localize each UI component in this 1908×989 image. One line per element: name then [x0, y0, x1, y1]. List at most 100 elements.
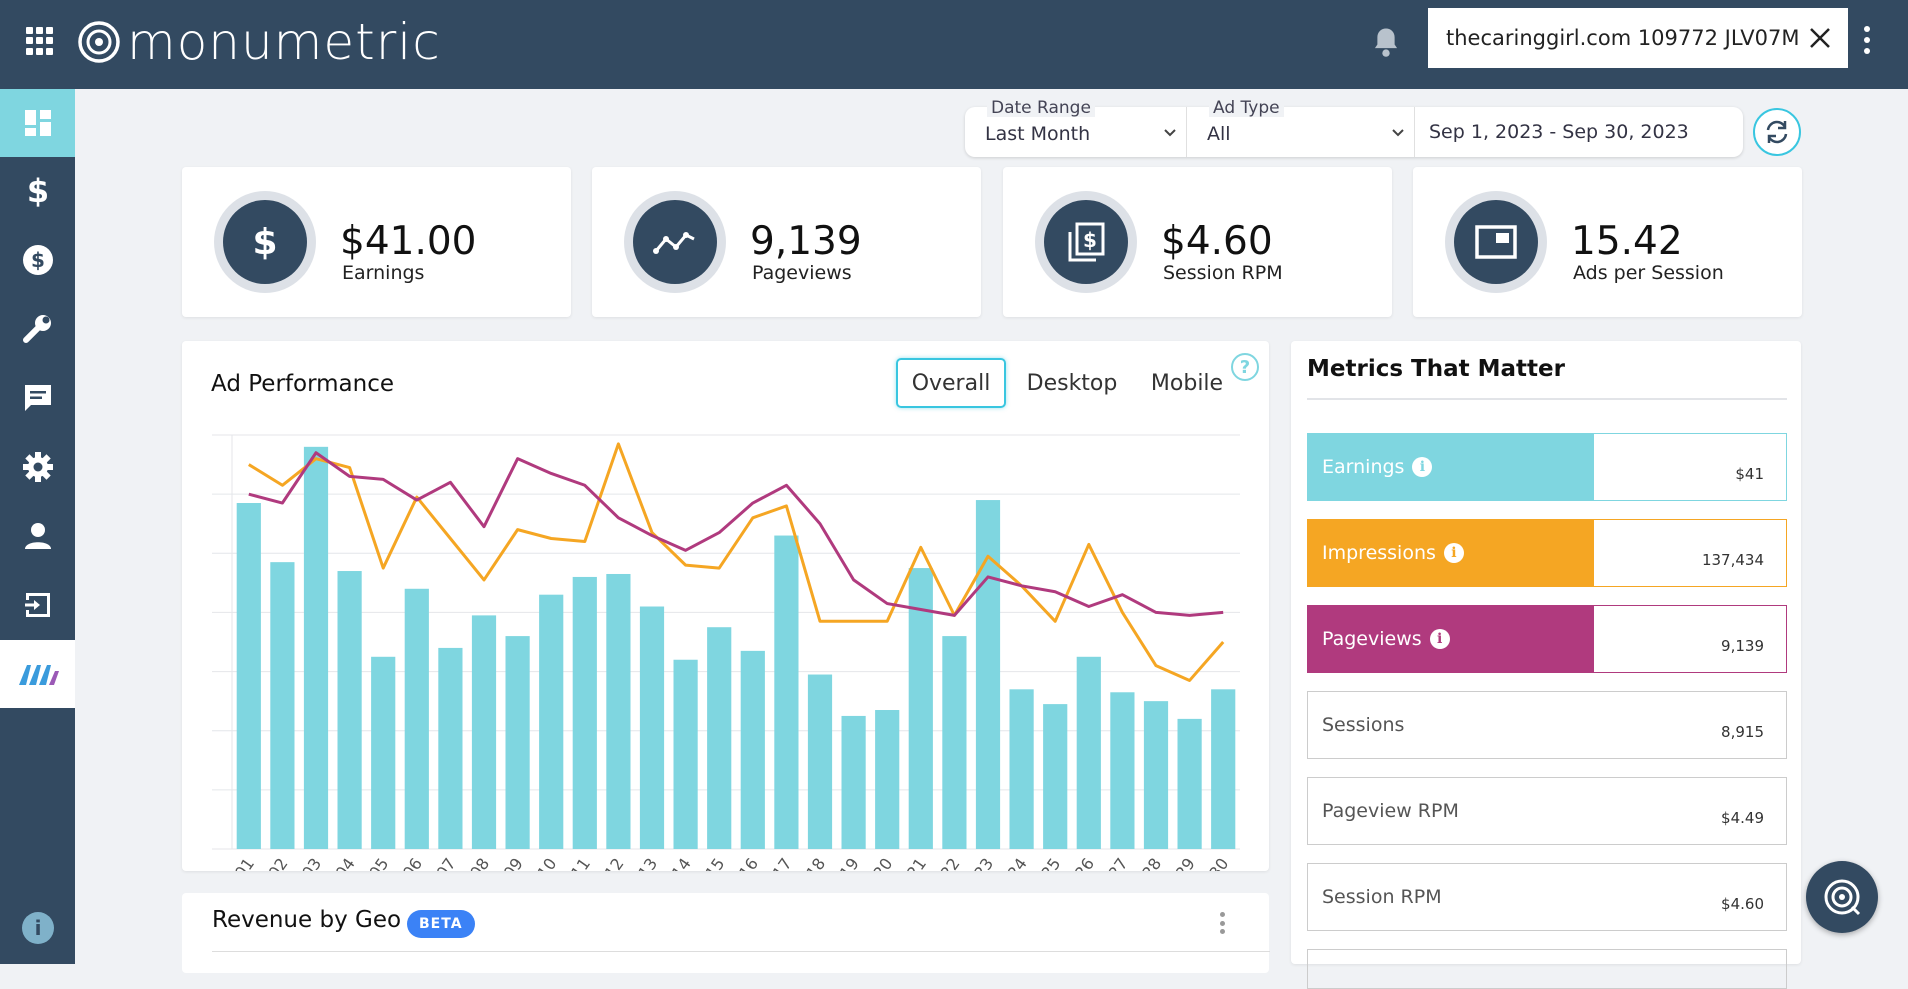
kpi-value: 15.42	[1571, 219, 1683, 264]
sidebar-item-earnings[interactable]: $	[0, 157, 75, 225]
metric-label: Impressions	[1322, 542, 1436, 564]
kpi-label: Session RPM	[1163, 262, 1283, 284]
more-menu-icon[interactable]	[1216, 909, 1228, 937]
monumetric-mark-icon	[18, 665, 59, 685]
chart-bar	[1211, 689, 1236, 849]
chart-bar	[1009, 689, 1034, 849]
metric-row-session-rpm[interactable]: Session RPM $4.60	[1307, 863, 1787, 931]
date-range-select[interactable]: Date Range Last Month	[965, 99, 1187, 157]
metric-row-sessions[interactable]: Sessions 8,915	[1307, 691, 1787, 759]
site-selector-text: thecaringgirl.com 109772 JLV07M	[1446, 26, 1800, 50]
metric-value: $4.49	[1721, 809, 1764, 827]
close-icon[interactable]	[1800, 18, 1840, 58]
ad-performance-title: Ad Performance	[211, 371, 394, 397]
metric-row-next[interactable]	[1307, 949, 1787, 989]
revenue-by-geo-card: Revenue by Geo BETA	[182, 893, 1270, 973]
date-range-value: Last Month	[985, 123, 1091, 145]
brand-logo[interactable]: monumetric	[77, 12, 441, 72]
chart-bar	[303, 446, 329, 849]
info-icon[interactable]: i	[22, 912, 54, 944]
chart-bar	[1143, 701, 1169, 849]
kpi-card-earnings: $ $41.00 Earnings	[182, 167, 571, 317]
tab-desktop[interactable]: Desktop	[1026, 370, 1118, 396]
kpi-label: Pageviews	[752, 262, 852, 284]
info-icon[interactable]: i	[1443, 543, 1464, 563]
chat-icon	[24, 385, 51, 411]
kpi-card-pageviews: 9,139 Pageviews	[592, 167, 981, 317]
tab-overall[interactable]: Overall	[896, 358, 1006, 408]
metrics-card: Metrics That Matter Earnings i $41 Impre…	[1291, 341, 1801, 989]
wrench-icon	[22, 315, 51, 343]
trend-icon	[653, 232, 695, 254]
kpi-icon-ring: $	[1035, 191, 1137, 293]
kpi-label: Ads per Session	[1573, 262, 1724, 284]
chart-bar	[774, 535, 799, 849]
ad-type-select[interactable]: Ad Type All	[1187, 99, 1415, 157]
sidebar-item-payments[interactable]: $	[0, 226, 75, 294]
sidebar-item-dashboard[interactable]	[0, 89, 75, 157]
metric-value: 9,139	[1721, 637, 1764, 655]
date-picker[interactable]: Sep 1, 2023 - Sep 30, 2023	[1415, 107, 1743, 157]
info-icon[interactable]: i	[1412, 457, 1433, 477]
info-icon[interactable]: i	[1429, 629, 1450, 649]
metric-label-cell: Earnings i	[1308, 434, 1594, 500]
metric-label-cell: Impressions i	[1308, 520, 1594, 586]
svg-text:$: $	[26, 174, 48, 208]
chart-bar	[572, 576, 597, 849]
sidebar-item-account[interactable]	[0, 502, 75, 570]
ad-type-label: Ad Type	[1209, 99, 1284, 117]
app-grid-icon[interactable]	[26, 27, 54, 55]
kpi-card-session-rpm: $ $4.60 Session RPM	[1003, 167, 1392, 317]
support-chat-icon	[1824, 879, 1861, 916]
metric-row-earnings[interactable]: Earnings i $41	[1307, 433, 1787, 501]
sidebar-item-logout[interactable]	[0, 571, 75, 639]
kpi-value: 9,139	[750, 219, 862, 264]
chart-bar	[975, 500, 1001, 849]
chart-bar	[841, 715, 866, 849]
chart-bar	[740, 650, 765, 849]
sidebar-item-messages[interactable]	[0, 364, 75, 432]
metric-row-pageviews[interactable]: Pageviews i 9,139	[1307, 605, 1787, 673]
chart-bar	[673, 659, 698, 849]
kpi-icon-disc: $	[1044, 200, 1128, 284]
kpi-icon-disc: $	[223, 200, 307, 284]
sidebar-item-tools[interactable]	[0, 295, 75, 363]
svg-text:$: $	[252, 222, 277, 263]
metric-label: Session RPM	[1322, 886, 1442, 908]
chart-line	[248, 442, 1225, 682]
gear-icon	[22, 452, 53, 482]
svg-text:$: $	[31, 248, 45, 272]
logo-mark-icon	[78, 21, 120, 63]
sidebar: $ $	[0, 89, 75, 964]
logout-icon	[24, 593, 50, 617]
brand-name: monumetric	[127, 13, 441, 71]
chart-bar	[270, 562, 295, 849]
chart-bar	[1110, 692, 1135, 849]
site-selector[interactable]: thecaringgirl.com 109772 JLV07M	[1428, 8, 1848, 68]
refresh-button[interactable]	[1753, 108, 1801, 156]
metric-label: Pageview RPM	[1322, 800, 1459, 822]
metric-row-impressions[interactable]: Impressions i 137,434	[1307, 519, 1787, 587]
kpi-icon-disc	[633, 200, 717, 284]
more-menu-icon[interactable]	[1860, 22, 1874, 58]
user-icon	[24, 523, 51, 549]
tab-mobile[interactable]: Mobile	[1150, 370, 1224, 396]
sidebar-item-settings[interactable]	[0, 433, 75, 501]
chat-launcher-button[interactable]	[1806, 861, 1878, 933]
svg-text:$: $	[1083, 228, 1097, 252]
chart-bar	[639, 606, 665, 849]
chart-line	[248, 451, 1224, 617]
chart-bar	[1076, 656, 1101, 849]
chart-bar	[505, 636, 530, 849]
metric-row-pageview-rpm[interactable]: Pageview RPM $4.49	[1307, 777, 1787, 845]
ad-frame-icon	[1475, 225, 1517, 259]
help-icon[interactable]: ?	[1231, 353, 1259, 381]
chart-bar	[606, 573, 631, 849]
chart-bar	[236, 503, 261, 849]
metric-value: 8,915	[1721, 723, 1764, 741]
chevron-down-icon	[1392, 129, 1404, 137]
sidebar-item-monumetric[interactable]	[0, 640, 75, 708]
notification-bell-icon[interactable]	[1371, 26, 1401, 58]
chart-bar	[908, 568, 933, 849]
metric-label: Earnings	[1322, 456, 1405, 478]
